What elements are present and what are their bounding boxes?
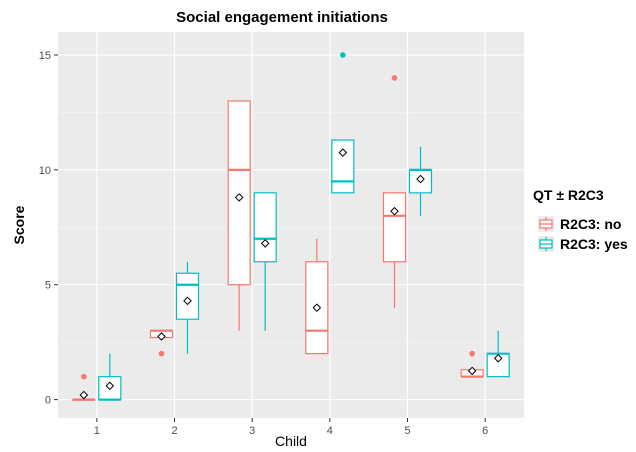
mean-marker	[183, 296, 192, 306]
grid-lines	[58, 32, 524, 418]
box-1-1	[98, 353, 122, 401]
box-series	[72, 52, 510, 401]
x-tick-label: 5	[404, 425, 410, 437]
box-1-2	[175, 261, 200, 354]
box-0-6	[460, 350, 484, 378]
box-0-5	[382, 75, 407, 308]
box-0-4	[305, 238, 329, 355]
x-tick-label: 1	[94, 425, 100, 437]
box-1-4	[331, 52, 355, 194]
box-0-1	[72, 373, 96, 401]
mean-marker	[105, 381, 115, 391]
mean-marker	[416, 174, 425, 184]
x-tick-label: 2	[171, 425, 177, 437]
plot-panel	[58, 32, 524, 418]
box-rect	[331, 139, 355, 194]
box-rect	[253, 192, 277, 263]
y-tick-label: 0	[45, 395, 51, 407]
x-axis-ticks: 1 2 3 4 5 6	[94, 418, 488, 437]
x-tick-label: 4	[327, 425, 333, 437]
outlier-point	[158, 350, 165, 357]
y-axis-title: Score	[11, 205, 27, 244]
mean-marker	[234, 193, 244, 202]
mean-marker	[493, 353, 503, 363]
legend: QT ± R2C3 R2C3: no R2C3: yes	[533, 187, 628, 252]
y-tick-label: 10	[39, 165, 51, 177]
outlier-point	[391, 75, 398, 81]
box-rect	[382, 192, 407, 263]
box-0-3	[227, 100, 251, 331]
mean-marker	[338, 148, 348, 157]
chart-title: Social engagement initiations	[176, 9, 388, 26]
mean-marker	[467, 366, 477, 376]
box-rect	[175, 272, 200, 320]
mean-marker	[312, 303, 322, 313]
x-tick-label: 6	[482, 425, 488, 437]
mean-marker	[157, 332, 166, 341]
legend-label: R2C3: no	[560, 216, 621, 232]
outlier-point	[469, 350, 475, 357]
mean-marker	[390, 206, 399, 216]
mean-marker	[260, 239, 270, 248]
y-axis-ticks: 0 5 10 15	[39, 50, 58, 407]
legend-title: QT ± R2C3	[533, 187, 604, 203]
y-tick-label: 5	[45, 280, 51, 292]
legend-label: R2C3: yes	[560, 236, 628, 252]
x-tick-label: 3	[249, 425, 255, 437]
y-tick-label: 15	[39, 50, 51, 62]
box-0-2	[149, 329, 174, 357]
outlier-point	[81, 373, 87, 380]
mean-marker	[79, 390, 89, 400]
box-rect	[227, 100, 251, 286]
x-axis-title: Child	[275, 433, 307, 449]
box-1-5	[408, 146, 433, 216]
box-1-6	[486, 330, 510, 378]
box-1-3	[253, 192, 277, 331]
outlier-point	[340, 52, 346, 58]
